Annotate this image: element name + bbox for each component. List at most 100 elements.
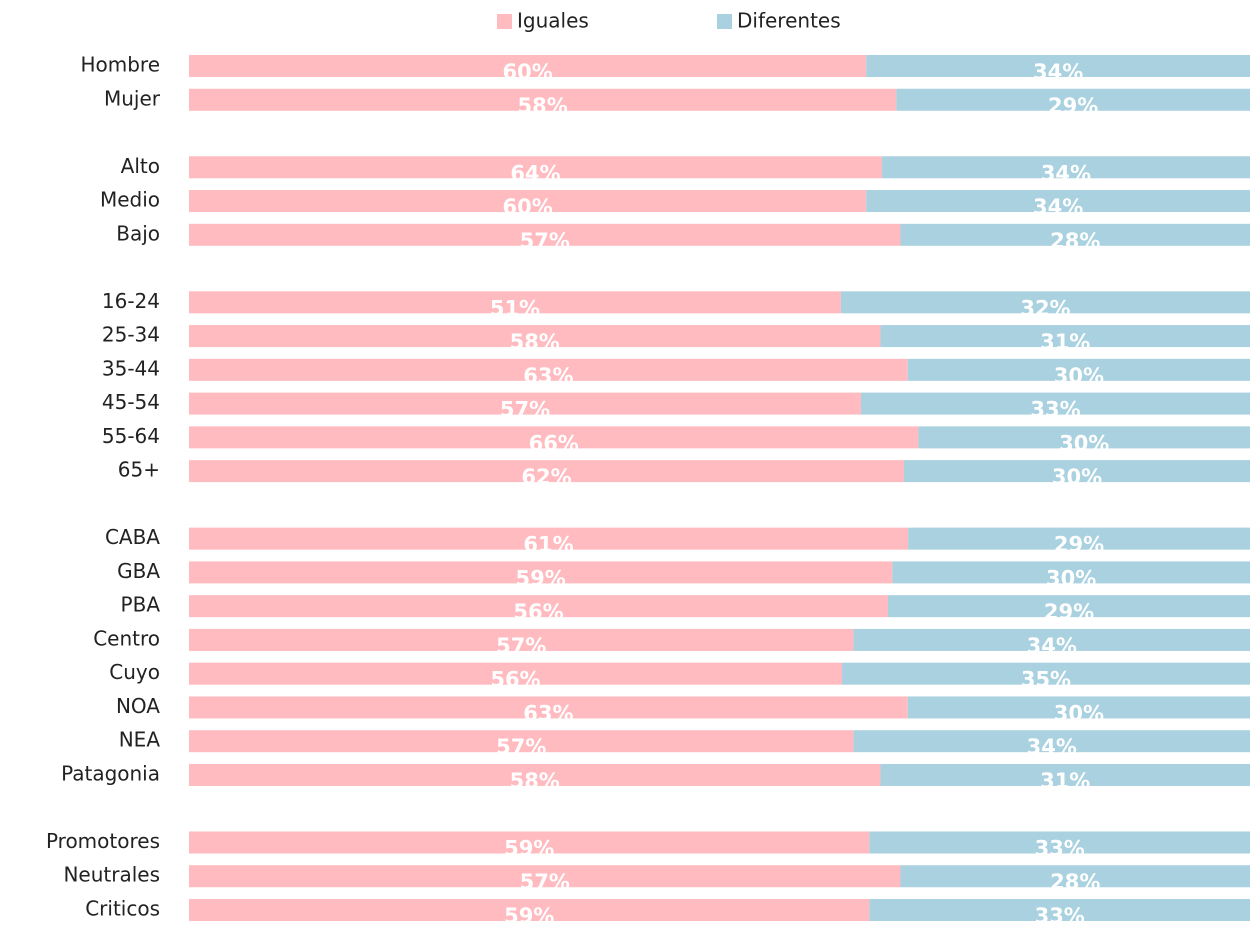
bar-segment: [853, 628, 1250, 651]
value-label: 34%: [1041, 161, 1091, 185]
y-tick-label: 35-44: [102, 356, 160, 380]
legend-label: Iguales: [517, 9, 589, 33]
bar-segment: [189, 831, 870, 854]
bar-segment: [189, 223, 901, 246]
bar-segment: [189, 899, 870, 921]
value-label: 58%: [510, 769, 560, 793]
bar-segment: [189, 527, 909, 550]
bar-segment: [888, 595, 1250, 618]
legend-swatch: [497, 14, 512, 29]
y-tick-label: GBA: [117, 559, 160, 583]
bar-segment: [907, 696, 1250, 719]
value-label: 60%: [502, 195, 552, 219]
y-tick-label: 55-64: [102, 424, 160, 448]
bar-segment: [841, 662, 1250, 685]
legend-swatch: [717, 14, 732, 29]
bar-segment: [189, 628, 854, 651]
value-label: 64%: [510, 161, 560, 185]
value-label: 63%: [523, 364, 573, 388]
value-label: 34%: [1027, 735, 1077, 759]
value-label: 57%: [520, 229, 570, 253]
y-tick-label: PBA: [121, 593, 161, 617]
y-tick-label: NEA: [119, 728, 161, 752]
bar-segment: [900, 865, 1250, 888]
value-label: 59%: [504, 904, 554, 927]
value-label: 30%: [1059, 431, 1109, 455]
bar-segment: [189, 460, 905, 483]
bar-segment: [189, 291, 841, 314]
y-tick-label: Mujer: [104, 86, 161, 110]
value-label: 63%: [523, 701, 573, 725]
bar-segment: [189, 865, 901, 888]
legend-label: Diferentes: [737, 9, 841, 33]
bar-segment: [907, 358, 1250, 381]
y-tick-label: Alto: [121, 154, 160, 178]
y-tick-label: Patagonia: [61, 761, 160, 785]
bar-segment: [896, 88, 1250, 111]
y-tick-label: Centro: [93, 626, 160, 650]
y-tick-label: Cuyo: [109, 660, 160, 684]
bar-segment: [189, 358, 908, 381]
value-label: 57%: [496, 634, 546, 658]
value-label: 66%: [529, 431, 579, 455]
value-label: 29%: [1048, 94, 1098, 118]
bar-segment: [189, 88, 897, 111]
value-label: 30%: [1054, 364, 1104, 388]
value-label: 31%: [1040, 769, 1090, 793]
y-tick-label: Criticos: [85, 897, 160, 921]
bar-segment: [892, 561, 1250, 584]
y-tick-label: Neutrales: [63, 863, 160, 887]
bar-segment: [189, 325, 881, 348]
y-tick-label: 45-54: [102, 390, 160, 414]
y-tick-label: CABA: [105, 525, 160, 549]
value-label: 30%: [1054, 701, 1104, 725]
bar-segment: [880, 325, 1250, 348]
bar-segment: [189, 392, 861, 415]
value-label: 61%: [523, 533, 573, 557]
value-label: 34%: [1027, 634, 1077, 658]
value-label: 62%: [521, 465, 571, 489]
value-label: 51%: [490, 296, 540, 320]
value-label: 59%: [504, 836, 554, 860]
value-label: 32%: [1020, 296, 1070, 320]
bar-segment: [869, 899, 1250, 921]
y-tick-label: 16-24: [102, 289, 160, 313]
bar-segment: [881, 156, 1250, 179]
y-tick-label: 65+: [118, 458, 160, 482]
value-label: 57%: [496, 735, 546, 759]
bar-segment: [189, 595, 889, 618]
bar-segment: [189, 55, 867, 77]
value-label: 28%: [1050, 229, 1100, 253]
bar-segment: [866, 55, 1250, 77]
bar-segment: [918, 426, 1250, 449]
value-label: 35%: [1021, 668, 1071, 692]
bar-segment: [860, 392, 1250, 415]
bar-segment: [866, 190, 1250, 213]
value-label: 33%: [1035, 904, 1085, 927]
value-label: 58%: [510, 330, 560, 354]
value-label: 34%: [1033, 195, 1083, 219]
y-tick-label: 25-34: [102, 323, 160, 347]
value-label: 30%: [1046, 566, 1096, 590]
value-label: 34%: [1033, 60, 1083, 84]
bar-segment: [908, 527, 1250, 550]
value-label: 57%: [520, 870, 570, 894]
value-label: 29%: [1044, 600, 1094, 624]
bar-segment: [840, 291, 1250, 314]
bar-segment: [189, 662, 842, 685]
value-label: 29%: [1054, 533, 1104, 557]
value-label: 57%: [500, 398, 550, 422]
value-label: 59%: [516, 566, 566, 590]
value-label: 30%: [1052, 465, 1102, 489]
bar-segment: [189, 426, 919, 449]
bar-segment: [880, 763, 1250, 786]
bar-segment: [904, 460, 1250, 483]
bar-segment: [189, 156, 882, 179]
bar-segment: [189, 763, 881, 786]
bar-segment: [853, 730, 1250, 753]
y-tick-label: Promotores: [46, 829, 160, 853]
value-label: 33%: [1030, 398, 1080, 422]
value-label: 56%: [513, 600, 563, 624]
bar-segment: [189, 730, 854, 753]
